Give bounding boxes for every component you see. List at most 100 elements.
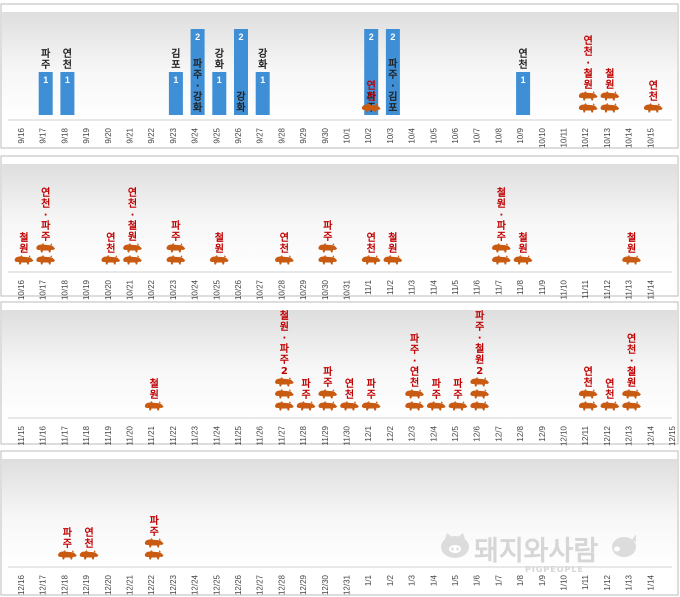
date-tick-label: 12/27	[256, 574, 265, 595]
date-tick-label: 10/10	[538, 127, 547, 148]
date-tick-label: 11/10	[560, 279, 569, 299]
date-tick-label: 12/24	[191, 574, 200, 595]
chart-panel-3: 11/15 11/16 11/17 11/18 11/19 11/20 11/21 11/22…	[0, 301, 679, 446]
date-tick-label: 12/21	[126, 574, 135, 595]
date-tick-label: 12/4	[429, 425, 438, 441]
date-tick-label: 9/26	[234, 127, 243, 143]
date-tick-label: 10/31	[343, 279, 352, 300]
farm-case-count: 1	[65, 75, 70, 85]
date-tick-label: 9/20	[104, 127, 113, 143]
date-tick-label: 1/14	[646, 574, 655, 590]
date-tick-label: 12/12	[603, 425, 612, 446]
wild-boar-region: 철 원 · 파 주 2	[280, 309, 290, 377]
date-tick-label: 10/29	[299, 279, 308, 300]
date-tick-label: 11/23	[191, 425, 200, 445]
date-tick-label: 12/26	[234, 574, 243, 595]
date-tick-label: 9/19	[82, 127, 91, 143]
date-tick-label: 9/25	[212, 127, 221, 143]
date-tick-label: 1/1	[364, 574, 373, 586]
date-tick-label: 12/7	[494, 425, 503, 441]
date-tick-label: 11/9	[538, 279, 547, 295]
date-tick-label: 9/16	[17, 127, 26, 143]
farm-case-bar	[60, 72, 75, 115]
date-tick-label: 12/17	[39, 574, 48, 595]
date-tick-label: 12/15	[668, 425, 677, 446]
watermark-subtitle: PIGPEOPLE	[525, 565, 584, 574]
date-tick-label: 12/30	[321, 574, 330, 595]
date-tick-label: 11/17	[60, 425, 69, 445]
farm-case-count: 2	[238, 32, 243, 42]
wild-boar-region: 연 천 · 파 주	[41, 186, 51, 243]
date-tick-label: 11/11	[581, 279, 590, 298]
date-tick-label: 12/16	[17, 574, 26, 595]
date-tick-label: 10/8	[494, 127, 503, 143]
chart-panel-4: 12/16 12/17 12/18 12/19 12/20 12/21 12/22 12/23…	[0, 450, 679, 596]
date-tick-label: 11/3	[408, 279, 417, 295]
date-tick-label: 9/27	[256, 127, 265, 143]
date-tick-label: 11/20	[126, 425, 135, 445]
date-tick-label: 1/2	[386, 574, 395, 586]
date-tick-label: 11/24	[212, 425, 221, 445]
farm-case-bar	[212, 72, 227, 115]
date-tick-label: 10/12	[581, 127, 590, 148]
date-tick-label: 10/5	[429, 127, 438, 143]
farm-case-count: 2	[390, 32, 395, 42]
chart-panel-1: 9/16 9/17 9/18 9/19 9/20 9/21 9/22 9/23 9/24 9/25…	[0, 3, 679, 149]
farm-case-region: 파 주 · 강 화	[193, 57, 203, 114]
date-tick-label: 11/16	[39, 425, 48, 445]
farm-case-bar	[38, 72, 53, 115]
farm-case-region: 파 주 · 김 포	[388, 57, 398, 114]
date-tick-label: 11/7	[494, 279, 503, 295]
date-tick-label: 12/13	[625, 425, 634, 446]
date-tick-label: 1/11	[581, 574, 590, 590]
date-tick-label: 11/29	[321, 425, 330, 445]
date-tick-label: 12/2	[386, 425, 395, 441]
date-tick-label: 1/12	[603, 574, 612, 590]
date-tick-label: 9/17	[39, 127, 48, 143]
date-tick-label: 10/16	[17, 279, 26, 300]
date-tick-label: 11/15	[17, 425, 26, 445]
date-tick-label: 10/21	[126, 279, 135, 300]
date-tick-label: 11/26	[256, 425, 265, 445]
date-tick-label: 12/29	[299, 574, 308, 595]
date-tick-label: 10/13	[603, 127, 612, 148]
watermark-title: 돼지와사람	[474, 536, 598, 567]
date-tick-label: 12/3	[408, 425, 417, 441]
date-tick-label: 1/10	[560, 574, 569, 590]
pig-logo-icon	[441, 533, 469, 558]
farm-case-bar	[385, 29, 400, 115]
farm-case-bar	[190, 29, 205, 115]
wild-boar-region: 철 원 · 파 주	[497, 186, 507, 243]
date-tick-label: 1/9	[538, 574, 547, 586]
date-tick-label: 1/3	[408, 574, 417, 586]
date-tick-label: 9/28	[277, 127, 286, 143]
farm-case-count: 2	[369, 32, 374, 42]
date-tick-label: 11/12	[603, 279, 612, 299]
date-tick-label: 1/4	[429, 574, 438, 586]
date-tick-label: 12/23	[169, 574, 178, 595]
date-tick-label: 11/21	[147, 425, 156, 445]
farm-case-count: 2	[195, 32, 200, 42]
date-tick-label: 11/14	[646, 279, 655, 299]
farm-case-bar	[255, 72, 270, 115]
farm-case-bar	[364, 29, 379, 115]
date-tick-label: 10/26	[234, 279, 243, 300]
